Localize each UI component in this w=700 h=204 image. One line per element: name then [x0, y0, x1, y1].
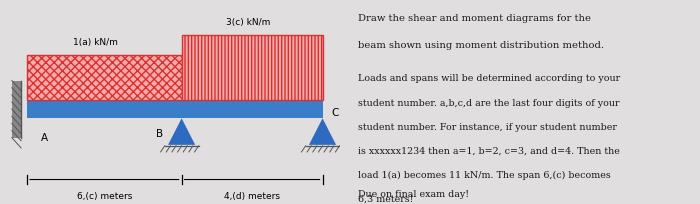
Text: beam shown using moment distribution method.: beam shown using moment distribution met…	[358, 41, 603, 50]
Text: 3(c) kN/m: 3(c) kN/m	[225, 18, 270, 27]
Text: 4,(d) meters: 4,(d) meters	[224, 192, 280, 201]
Text: student number. a,b,c,d are the last four digits of your: student number. a,b,c,d are the last fou…	[358, 99, 619, 108]
Text: C: C	[331, 108, 338, 118]
Text: 1(a) kN/m: 1(a) kN/m	[73, 38, 118, 47]
Bar	[27, 100, 323, 118]
Text: Due on final exam day!: Due on final exam day!	[358, 190, 469, 199]
Bar	[12, 81, 21, 138]
Bar	[27, 55, 181, 100]
Text: student number. For instance, if your student number: student number. For instance, if your st…	[358, 123, 617, 132]
Polygon shape	[309, 118, 336, 145]
Text: is xxxxxx1234 then a=1, b=2, c=3, and d=4. Then the: is xxxxxx1234 then a=1, b=2, c=3, and d=…	[358, 147, 620, 156]
Polygon shape	[168, 118, 195, 145]
Text: Draw the shear and moment diagrams for the: Draw the shear and moment diagrams for t…	[358, 14, 591, 23]
Text: 6,(c) meters: 6,(c) meters	[77, 192, 132, 201]
Text: B: B	[156, 129, 163, 139]
Bar	[181, 35, 323, 100]
Text: 6,3 meters!: 6,3 meters!	[358, 195, 413, 204]
Text: A: A	[41, 133, 48, 143]
Text: load 1(a) becomes 11 kN/m. The span 6,(c) becomes: load 1(a) becomes 11 kN/m. The span 6,(c…	[358, 171, 610, 180]
Text: Loads and spans will be determined according to your: Loads and spans will be determined accor…	[358, 74, 620, 83]
